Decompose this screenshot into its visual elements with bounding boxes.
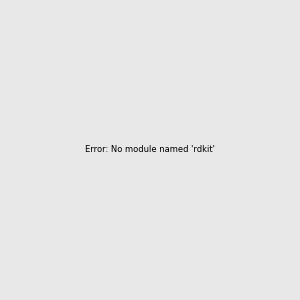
- Text: Error: No module named 'rdkit': Error: No module named 'rdkit': [85, 146, 215, 154]
